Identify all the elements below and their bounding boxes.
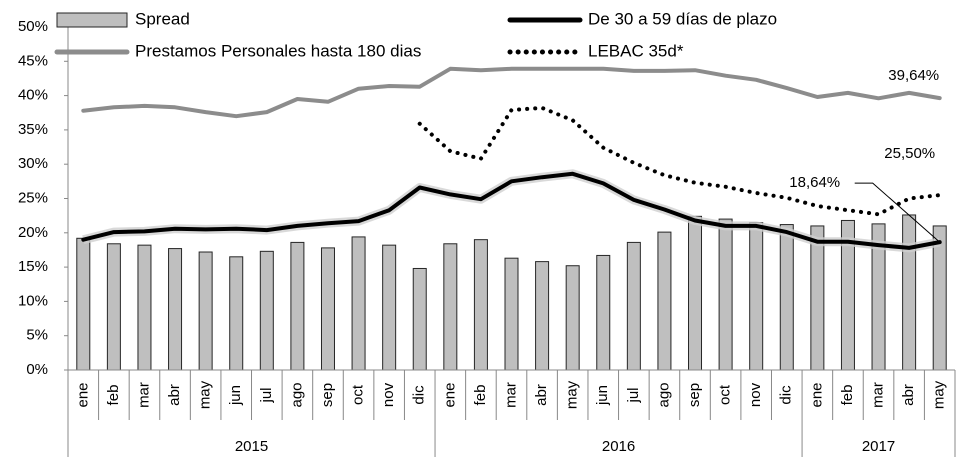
bar	[688, 215, 703, 371]
x-tick-label: ene	[441, 382, 458, 407]
x-group-label: 2015	[235, 438, 268, 455]
bar	[810, 225, 825, 371]
bar	[902, 214, 917, 371]
line	[81, 66, 942, 119]
data-label: 18,64%	[789, 174, 840, 191]
line	[81, 171, 942, 250]
bar	[535, 261, 550, 371]
x-tick-label: may	[564, 380, 581, 409]
bar	[290, 241, 305, 371]
bar	[76, 237, 91, 371]
y-tick-label: 45%	[18, 52, 48, 69]
legend-swatch	[56, 12, 128, 28]
data-label: 25,50%	[884, 145, 935, 162]
x-group-label: 2017	[862, 438, 895, 455]
x-tick-label: mar	[870, 382, 887, 408]
x-group-label: 2016	[602, 438, 635, 455]
bar	[932, 225, 947, 371]
bar	[749, 222, 764, 371]
x-tick-label: jul	[258, 387, 275, 403]
bar	[198, 251, 213, 371]
x-tick-label: sep	[319, 383, 336, 407]
bar	[779, 224, 794, 371]
y-tick-label: 50%	[18, 18, 48, 35]
bar	[565, 265, 580, 371]
bar	[106, 243, 121, 371]
x-tick-label: oct	[350, 384, 367, 405]
bar	[626, 241, 641, 371]
x-tick-label: abr	[533, 384, 550, 406]
bar	[504, 257, 519, 371]
x-tick-label: feb	[105, 385, 122, 406]
leader-line	[854, 182, 941, 243]
bar	[259, 250, 274, 371]
x-tick-label: may	[931, 380, 948, 409]
bar	[473, 239, 488, 371]
y-tick-label: 5%	[26, 327, 48, 344]
bar	[596, 254, 611, 371]
x-tick-label: nov	[747, 382, 764, 407]
x-tick-label: mar	[135, 382, 152, 408]
legend-label: Spread	[135, 9, 190, 28]
legend-label: De 30 a 59 días de plazo	[588, 9, 777, 28]
x-tick-label: dic	[778, 385, 795, 405]
line	[417, 105, 942, 217]
y-tick-label: 0%	[26, 361, 48, 378]
x-tick-label: jun	[594, 385, 611, 406]
bar	[412, 267, 427, 371]
x-tick-label: feb	[472, 385, 489, 406]
x-tick-label: sep	[686, 383, 703, 407]
x-tick-label: ago	[288, 382, 305, 407]
bar	[382, 244, 397, 371]
x-tick-label: may	[197, 380, 214, 409]
bar	[657, 231, 672, 371]
x-tick-label: feb	[839, 385, 856, 406]
x-tick-label: oct	[717, 384, 734, 405]
legend-label: Prestamos Personales hasta 180 dias	[135, 41, 421, 60]
bar	[320, 247, 335, 371]
x-tick-label: abr	[900, 384, 917, 406]
y-tick-label: 25%	[18, 189, 48, 206]
x-tick-label: ene	[74, 382, 91, 407]
y-tick-label: 15%	[18, 258, 48, 275]
bar	[351, 236, 366, 371]
bar	[718, 218, 733, 371]
x-tick-label: jul	[625, 387, 642, 403]
bar	[443, 243, 458, 371]
y-tick-label: 35%	[18, 121, 48, 138]
y-tick-label: 10%	[18, 292, 48, 309]
y-tick-label: 30%	[18, 155, 48, 172]
x-tick-label: jun	[227, 385, 244, 406]
x-tick-label: dic	[411, 385, 428, 405]
x-tick-label: ago	[655, 382, 672, 407]
bar	[137, 244, 152, 371]
bar	[168, 248, 183, 371]
y-tick-label: 20%	[18, 224, 48, 241]
x-tick-label: abr	[166, 384, 183, 406]
x-tick-label: nov	[380, 382, 397, 407]
data-label: 39,64%	[888, 67, 939, 84]
bar	[229, 256, 244, 371]
legend-label: LEBAC 35d*	[588, 41, 684, 60]
y-tick-label: 40%	[18, 87, 48, 104]
x-tick-label: ene	[808, 382, 825, 407]
x-tick-label: mar	[502, 382, 519, 408]
